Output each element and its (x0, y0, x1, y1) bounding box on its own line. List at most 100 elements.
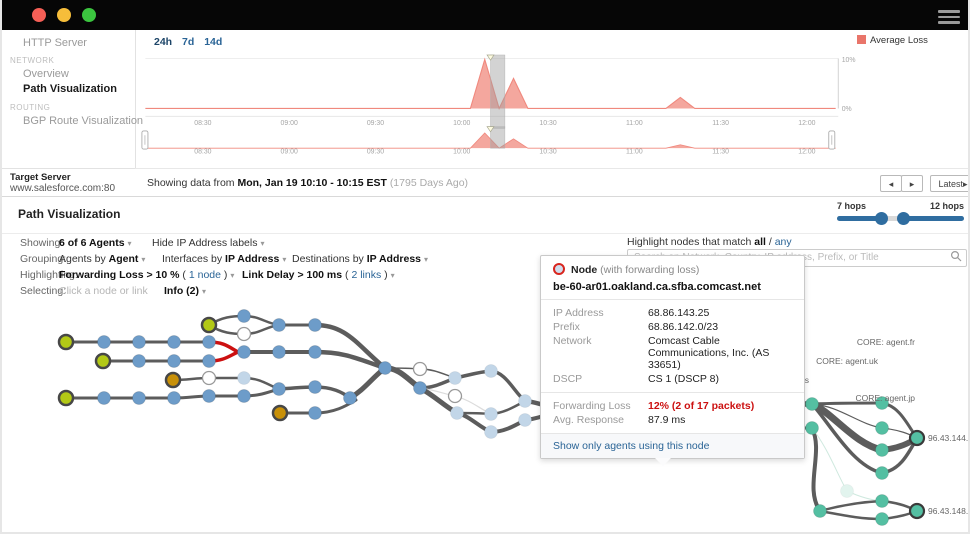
destination-ip-label: 96.43.148.26 (928, 506, 969, 516)
tab-7d[interactable]: 7d (182, 36, 195, 48)
latest-button[interactable]: Latest▸ (930, 175, 968, 192)
node-tooltip: Node (with forwarding loss) be-60-ar01.o… (540, 255, 805, 466)
destination-node-1[interactable] (908, 429, 926, 447)
loss-timeline-chart[interactable]: 08:30 08:30 09:00 09:00 09:30 09:30 10:00 10:00… (135, 30, 970, 168)
forwarding-loss-highlight-dropdown[interactable]: Forwarding Loss > 10 % ( 1 node ) ▾ (59, 269, 235, 281)
show-only-agents-link[interactable]: Show only agents using this node (553, 440, 710, 452)
hop-node[interactable] (132, 391, 146, 405)
destination-node-2[interactable] (908, 502, 926, 520)
agent-node-uk[interactable] (94, 352, 112, 370)
hop-node[interactable] (875, 421, 889, 435)
hop-node[interactable] (518, 413, 532, 427)
tooltip-details: IP Address 68.86.143.25 Prefix 68.86.142.0… (553, 307, 770, 385)
hop-node[interactable] (840, 484, 854, 498)
delay-links-link[interactable]: 2 links (351, 269, 382, 281)
link-delay-highlight-dropdown[interactable]: Link Delay > 100 ms ( 2 links ) ▾ (242, 269, 395, 281)
hop-node[interactable] (805, 421, 819, 435)
hop-node[interactable] (448, 371, 462, 385)
hop-node[interactable] (202, 335, 216, 349)
hop-node[interactable] (167, 354, 181, 368)
svg-text:11:30: 11:30 (712, 148, 729, 155)
hops-max-label: 12 hops (929, 201, 964, 211)
previous-round-button[interactable]: ◂ (880, 175, 902, 192)
tab-24h[interactable]: 24h (154, 36, 173, 48)
hop-node[interactable] (484, 407, 498, 421)
hop-node[interactable] (875, 512, 889, 526)
interfaces-grouping-dropdown[interactable]: Interfaces by IP Address ▾ (162, 253, 287, 265)
match-all-toggle[interactable]: all (754, 236, 766, 248)
agent-node-west[interactable] (164, 371, 182, 389)
hop-node[interactable] (201, 370, 217, 386)
close-window-icon[interactable] (32, 8, 46, 22)
chevron-down-icon: ▾ (260, 239, 265, 248)
hop-node[interactable] (308, 318, 322, 332)
hops-slider-handle-right[interactable] (897, 212, 910, 225)
hop-node[interactable] (237, 309, 251, 323)
hop-node[interactable] (378, 361, 392, 375)
next-round-button[interactable]: ▸ (901, 175, 923, 192)
hop-node[interactable] (412, 361, 428, 377)
grouping-label: Grouping: (20, 253, 67, 265)
hop-node[interactable] (805, 397, 819, 411)
chevron-down-icon: ▾ (390, 271, 395, 280)
hop-node[interactable] (202, 354, 216, 368)
sidebar-item-path-visualization[interactable]: Path Visualization (23, 83, 117, 95)
hop-node[interactable] (813, 504, 827, 518)
hop-node[interactable] (272, 318, 286, 332)
hamburger-menu-icon[interactable] (938, 10, 960, 27)
hops-slider-handle-left[interactable] (875, 212, 888, 225)
hop-node[interactable] (167, 391, 181, 405)
hop-node[interactable] (237, 371, 251, 385)
hop-node[interactable] (272, 345, 286, 359)
hop-node[interactable] (343, 391, 357, 405)
match-any-toggle[interactable]: any (774, 236, 792, 248)
agent-node-jp[interactable] (57, 389, 75, 407)
selecting-label: Selecting: (20, 285, 67, 297)
info-dropdown[interactable]: Info (2) ▾ (164, 285, 207, 297)
agents-shown-dropdown[interactable]: 6 of 6 Agents ▾ (59, 237, 132, 249)
hop-node[interactable] (308, 406, 322, 420)
hop-node[interactable] (484, 364, 498, 378)
hop-node[interactable] (272, 382, 286, 396)
hop-node[interactable] (132, 354, 146, 368)
zoom-window-icon[interactable] (82, 8, 96, 22)
hop-node[interactable] (97, 391, 111, 405)
agents-grouping-dropdown[interactable]: Agents by Agent ▾ (59, 253, 146, 265)
hop-node[interactable] (484, 425, 498, 439)
ip-address-labels-dropdown[interactable]: Hide IP Address labels ▾ (152, 237, 265, 249)
hop-node[interactable] (236, 326, 252, 342)
agent-node-datacentre[interactable] (271, 404, 289, 422)
agent-node-fr[interactable] (57, 333, 75, 351)
destinations-grouping-dropdown[interactable]: Destinations by IP Address ▾ (292, 253, 429, 265)
grouping-row: Grouping: Agents by Agent ▾ Interfaces by… (2, 253, 622, 268)
hop-node[interactable] (875, 466, 889, 480)
svg-text:11:30: 11:30 (712, 120, 729, 127)
tab-14d[interactable]: 14d (204, 36, 223, 48)
agent-label: CORE: agent.fr (856, 337, 915, 347)
hop-node[interactable] (413, 381, 427, 395)
hop-node[interactable] (450, 406, 464, 420)
chart-legend: Average Loss (857, 35, 928, 46)
hop-node[interactable] (237, 345, 251, 359)
hop-node[interactable] (132, 335, 146, 349)
hop-node[interactable] (97, 335, 111, 349)
hop-node[interactable] (518, 394, 532, 408)
loss-nodes-link[interactable]: 1 node (188, 269, 221, 281)
hop-node[interactable] (237, 389, 251, 403)
minimize-window-icon[interactable] (57, 8, 71, 22)
hop-node[interactable] (875, 443, 889, 457)
hop-node[interactable] (308, 380, 322, 394)
agent-label: CORE: agent.jp (855, 393, 915, 403)
agent-node-east[interactable] (200, 316, 218, 334)
hop-node[interactable] (875, 494, 889, 508)
hop-node[interactable] (875, 396, 889, 410)
hop-node[interactable] (202, 389, 216, 403)
sidebar-item-http-server[interactable]: HTTP Server (23, 37, 87, 49)
hop-node[interactable] (167, 335, 181, 349)
hop-node[interactable] (447, 388, 463, 404)
hop-node[interactable] (308, 345, 322, 359)
sidebar-item-bgp-route-visualization[interactable]: BGP Route Visualization (23, 115, 144, 127)
hops-range-slider[interactable] (837, 212, 964, 225)
sidebar-item-overview[interactable]: Overview (23, 68, 69, 80)
path-visualization-graph[interactable] (2, 296, 970, 532)
